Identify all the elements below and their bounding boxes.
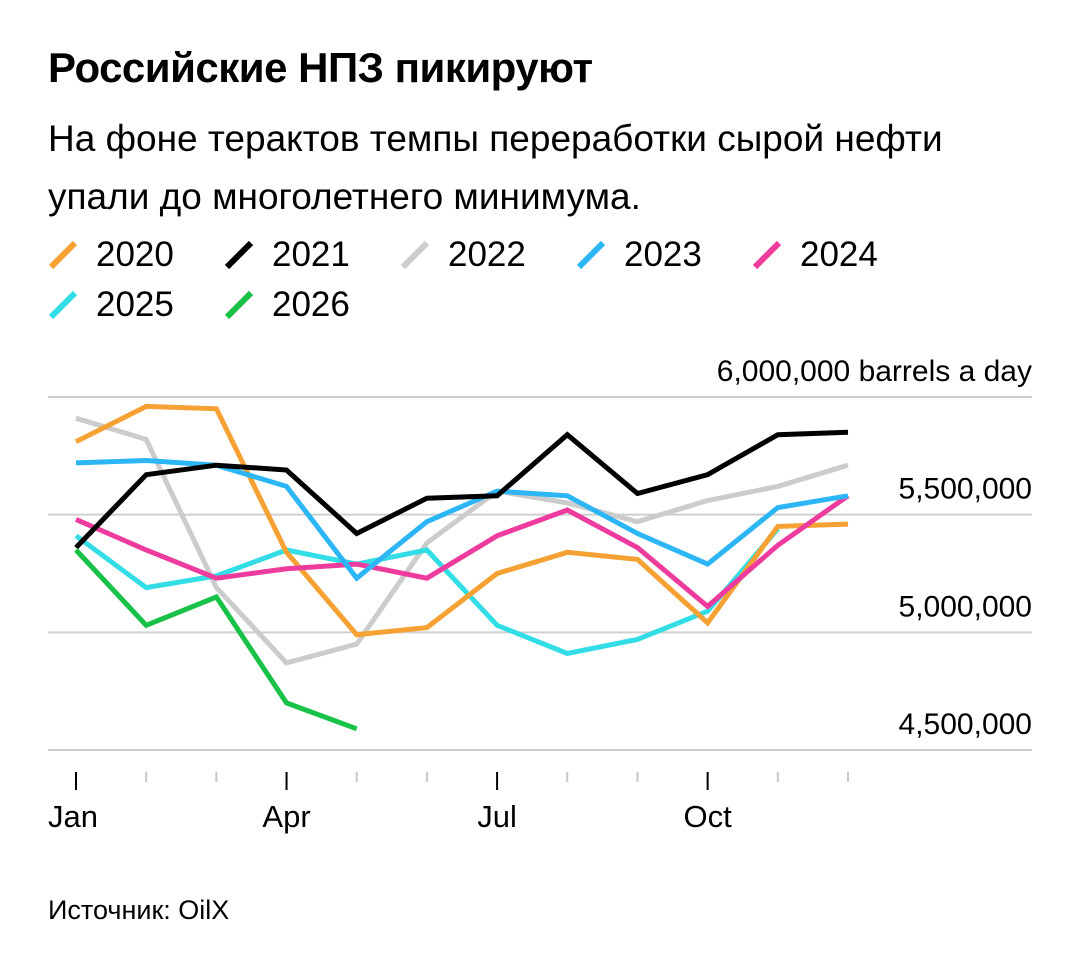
x-tick-label: Apr (262, 799, 310, 834)
y-tick-label: 5,000,000 (899, 590, 1032, 623)
legend-item-2026: 2026 (224, 285, 400, 325)
x-tick-label: Jan (48, 799, 98, 834)
chart-legend: 2020 2021 2022 2023 2024 2025 2026 (48, 230, 1048, 330)
chart-title: Российские НПЗ пикируют (48, 44, 593, 91)
legend-swatch-2024 (752, 240, 782, 270)
legend-swatch-2022 (400, 240, 430, 270)
legend-label-2026: 2026 (272, 285, 350, 324)
legend-row: 2025 2026 (48, 280, 1048, 330)
legend-item-2020: 2020 (48, 235, 224, 275)
legend-swatch-2023 (576, 240, 606, 270)
x-tick-label: Jul (477, 799, 517, 834)
legend-swatch-2026 (224, 290, 254, 320)
chart-subtitle: На фоне терактов темпы переработки сырой… (48, 118, 943, 217)
legend-label-2025: 2025 (96, 285, 174, 324)
y-tick-label: 5,500,000 (899, 473, 1032, 506)
x-axis-labels: Jan Apr Jul Oct (48, 799, 732, 834)
series-lines (74, 403, 850, 732)
x-axis-ticks (75, 772, 849, 790)
legend-item-2022: 2022 (400, 235, 576, 275)
y-tick-label: 6,000,000 barrels a day (717, 355, 1032, 388)
y-tick-label: 4,500,000 (899, 708, 1032, 741)
legend-item-2023: 2023 (576, 235, 752, 275)
legend-label-2024: 2024 (800, 235, 878, 274)
y-axis-labels: 6,000,000 barrels a day 5,500,000 5,000,00… (717, 355, 1032, 741)
legend-item-2025: 2025 (48, 285, 224, 325)
series-line-2021 (74, 429, 849, 550)
series-line-2025 (74, 527, 780, 657)
legend-label-2022: 2022 (448, 235, 526, 274)
legend-item-2024: 2024 (752, 235, 928, 275)
series-line-2020 (74, 403, 849, 638)
x-tick-label: Oct (684, 799, 733, 834)
legend-swatch-2021 (224, 240, 254, 270)
legend-swatch-2025 (48, 290, 78, 320)
source-note: Источник: OilX (48, 895, 230, 925)
series-line-2022 (75, 415, 849, 666)
legend-label-2021: 2021 (272, 235, 350, 274)
legend-row: 2020 2021 2022 2023 2024 (48, 230, 1048, 280)
gridlines (48, 396, 1032, 751)
line-chart: Jan Apr Jul Oct 6,000,000 barrels a day 5,500… (48, 355, 1032, 834)
legend-label-2020: 2020 (96, 235, 174, 274)
series-line-2024 (75, 493, 850, 610)
legend-label-2023: 2023 (624, 235, 702, 274)
legend-item-2021: 2021 (224, 235, 400, 275)
legend-swatch-2020 (48, 240, 78, 270)
series-line-2026 (74, 548, 358, 732)
